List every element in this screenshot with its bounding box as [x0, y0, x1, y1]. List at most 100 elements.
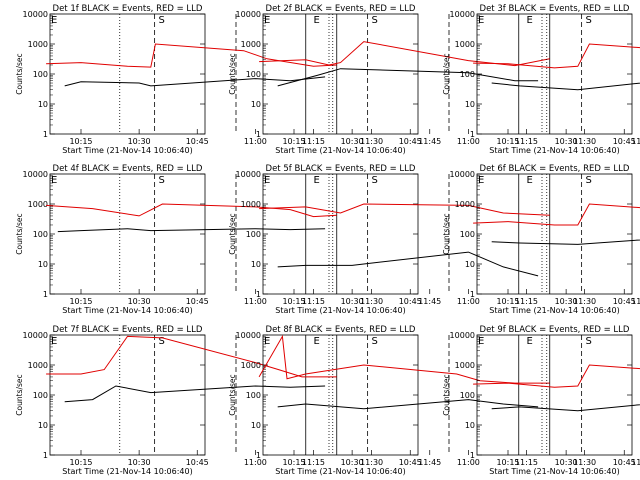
y-tick-label: 10: [38, 100, 48, 109]
event-marker-label: S: [372, 336, 378, 347]
x-tick-label: 11:15: [515, 458, 538, 467]
x-tick-label: 11:45: [418, 137, 441, 146]
plot-frame: [262, 13, 419, 135]
y-tick-label: 10: [251, 421, 261, 430]
x-tick-label: 10:30: [555, 297, 578, 306]
x-tick-label: 11:30: [360, 297, 383, 306]
y-tick-label: 1000: [455, 361, 475, 370]
y-tick-label: 10000: [23, 331, 48, 340]
x-axis-label: Start Time (21-Nov-14 10:06:40): [62, 467, 192, 476]
lld-series-line: [46, 203, 337, 218]
y-tick-label: 10: [38, 260, 48, 269]
x-tick-label: 10:15: [69, 297, 92, 306]
x-tick-label: 10:30: [128, 458, 151, 467]
events-series-line: [64, 385, 326, 403]
y-tick-label: 10: [251, 100, 261, 109]
panel-det-5: Det 5f BLACK = Events, RED = LLD 1 10 100 10…: [228, 164, 640, 315]
x-axis-label: Start Time (21-Nov-14 10:06:40): [275, 467, 405, 476]
x-tick-label: 10:15: [496, 458, 519, 467]
y-axis-label: Counts/sec: [228, 53, 237, 94]
lld-series-line: [46, 43, 337, 68]
x-tick-label: 11:00: [244, 137, 267, 146]
panel-title: Det 7f BLACK = Events, RED = LLD: [53, 325, 203, 335]
y-tick-label: 1: [43, 130, 48, 139]
x-axis-label: Start Time (21-Nov-14 10:06:40): [62, 146, 192, 155]
x-tick-label: 11:15: [302, 137, 325, 146]
x-tick-label: 10:45: [399, 458, 422, 467]
event-marker-label: S: [159, 15, 165, 26]
lld-series-line: [258, 334, 550, 384]
x-tick-label: 11:30: [360, 458, 383, 467]
event-marker-label: S: [159, 175, 165, 186]
panel-det-4: Det 4f BLACK = Events, RED = LLD 1 10 100 10…: [15, 164, 441, 315]
x-tick-label: 11:00: [457, 458, 480, 467]
panel-det-8: Det 8f BLACK = Events, RED = LLD 1 10 100 10…: [228, 325, 640, 476]
events-series-line: [491, 82, 640, 91]
x-tick-label: 11:45: [631, 137, 640, 146]
y-tick-label: 100: [246, 70, 261, 79]
event-marker-label: E: [314, 336, 320, 347]
event-marker-label: E: [264, 336, 270, 347]
y-tick-label: 1000: [241, 361, 261, 370]
events-series-line: [491, 404, 640, 412]
lld-series-line: [473, 203, 640, 226]
x-tick-label: 10:45: [186, 458, 209, 467]
y-tick-label: 1000: [241, 200, 261, 209]
lld-series-line: [46, 335, 337, 378]
plot-frame: [49, 334, 206, 456]
y-tick-label: 100: [246, 391, 261, 400]
x-axis-label: Start Time (21-Nov-14 10:06:40): [62, 306, 192, 315]
x-tick-label: 11:30: [573, 297, 596, 306]
x-tick-label: 11:30: [573, 137, 596, 146]
x-tick-label: 10:45: [186, 297, 209, 306]
y-axis-label: Counts/sec: [442, 213, 451, 254]
y-axis-label: Counts/sec: [228, 213, 237, 254]
events-series-line: [277, 251, 539, 277]
event-marker-label: E: [314, 15, 320, 26]
event-marker-label: E: [264, 15, 270, 26]
event-marker-label: S: [372, 175, 378, 186]
x-axis-label: Start Time (21-Nov-14 10:06:40): [489, 306, 619, 315]
event-marker-label: E: [264, 175, 270, 186]
y-tick-label: 10000: [23, 170, 48, 179]
x-tick-label: 11:45: [418, 458, 441, 467]
y-tick-label: 1000: [455, 200, 475, 209]
y-axis-label: Counts/sec: [442, 53, 451, 94]
x-tick-label: 10:15: [496, 137, 519, 146]
x-tick-label: 11:00: [457, 297, 480, 306]
x-tick-label: 11:15: [302, 458, 325, 467]
y-tick-label: 10: [251, 260, 261, 269]
x-tick-label: 10:30: [128, 297, 151, 306]
y-axis-label: Counts/sec: [228, 374, 237, 415]
x-tick-label: 10:15: [282, 297, 305, 306]
x-tick-label: 11:15: [515, 137, 538, 146]
panel-det-2: Det 2f BLACK = Events, RED = LLD 1 10 100 10…: [228, 4, 640, 155]
x-tick-label: 11:15: [515, 297, 538, 306]
event-marker-label: E: [478, 336, 484, 347]
y-tick-label: 100: [33, 70, 48, 79]
panel-det-3: Det 3f BLACK = Events, RED = LLD 1 10 100 10…: [442, 4, 640, 155]
x-tick-label: 10:30: [128, 137, 151, 146]
event-marker-label: E: [314, 175, 320, 186]
x-tick-label: 10:30: [555, 137, 578, 146]
x-tick-label: 11:00: [244, 297, 267, 306]
plot-frame: [476, 334, 633, 456]
x-tick-label: 11:15: [302, 297, 325, 306]
plot-frame: [49, 173, 206, 295]
x-tick-label: 10:30: [555, 458, 578, 467]
y-tick-label: 1000: [28, 361, 48, 370]
y-tick-label: 1: [470, 290, 475, 299]
event-marker-label: E: [527, 15, 533, 26]
plot-frame: [476, 173, 633, 295]
y-tick-label: 10000: [236, 331, 261, 340]
lld-series-line: [259, 41, 550, 67]
y-axis-label: Counts/sec: [15, 53, 24, 94]
event-marker-label: S: [586, 15, 592, 26]
x-tick-label: 11:00: [244, 458, 267, 467]
x-axis-label: Start Time (21-Nov-14 10:06:40): [489, 146, 619, 155]
y-tick-label: 10000: [236, 10, 261, 19]
panel-det-1: Det 1f BLACK = Events, RED = LLD 1 10 100 10…: [15, 4, 441, 155]
x-tick-label: 10:45: [613, 297, 636, 306]
panel-det-9: Det 9f BLACK = Events, RED = LLD 1 10 100 10…: [442, 325, 640, 476]
